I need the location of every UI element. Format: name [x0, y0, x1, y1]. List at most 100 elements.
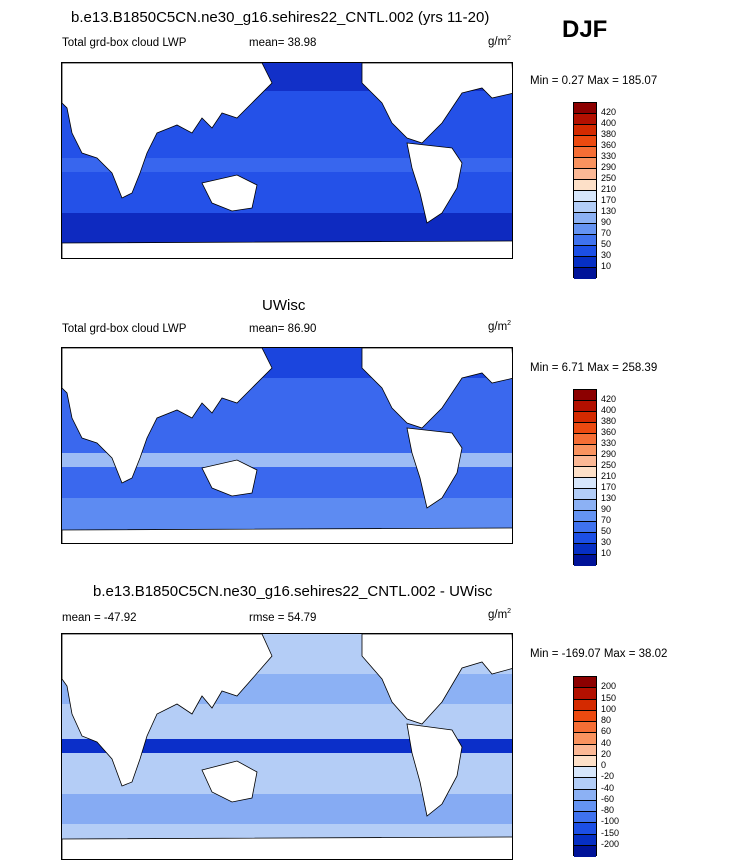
- panel1-unit-label: g/m2: [488, 35, 512, 48]
- colorbar-tick-label: 150: [601, 692, 617, 703]
- colorbar-tick-label: 70: [601, 228, 612, 238]
- colorbar-swatch: [574, 500, 596, 511]
- colorbar-tick-label: 0: [601, 760, 607, 770]
- colorbar-tick-label: 10: [601, 548, 612, 558]
- colorbar-swatch: [574, 169, 596, 180]
- colorbar-tick-label: 50: [601, 526, 612, 536]
- colorbar-swatch: [574, 544, 596, 555]
- panel1-title: b.e13.B1850C5CN.ne30_g16.sehires22_CNTL.…: [71, 9, 490, 26]
- colorbar-tick-label: 60: [601, 726, 612, 737]
- panel3-minmax: Min = -169.07 Max = 38.02: [530, 648, 668, 660]
- colorbar-swatch: [574, 677, 596, 689]
- colorbar-swatch: [574, 213, 596, 224]
- colorbar-swatch: [574, 710, 596, 722]
- colorbar-tick-label: 330: [601, 438, 617, 448]
- colorbar-tick-label: 80: [601, 715, 612, 725]
- panel2-map: [61, 347, 513, 544]
- colorbar-tick-label: 170: [601, 195, 617, 205]
- panel2-minmax: Min = 6.71 Max = 258.39: [530, 362, 658, 374]
- colorbar-swatch: [574, 114, 596, 125]
- colorbar-swatch: [574, 401, 596, 412]
- colorbar-swatch: [574, 533, 596, 544]
- colorbar-tick-label: -40: [601, 782, 615, 793]
- colorbar-tick-label: 170: [601, 482, 617, 492]
- season-label: DJF: [562, 16, 608, 43]
- colorbar-tick-label: 70: [601, 515, 612, 525]
- colorbar-swatch: [574, 511, 596, 522]
- colorbar-tick-label: 290: [601, 449, 617, 459]
- colorbar-tick-label: -80: [601, 805, 615, 815]
- colorbar-swatch: [574, 136, 596, 147]
- colorbar-tick-label: 420: [601, 107, 617, 117]
- colorbar-tick-label: 200: [601, 681, 617, 692]
- colorbar-tick-label: -200: [601, 838, 620, 849]
- panel2-map-svg: [62, 348, 512, 543]
- colorbar-swatch: [574, 845, 596, 857]
- panel1-map: [61, 62, 513, 259]
- colorbar-tick-label: 210: [601, 184, 617, 194]
- panel2-title: UWisc: [262, 297, 306, 314]
- colorbar-tick-label: 50: [601, 239, 612, 249]
- colorbar-tick-label: 400: [601, 118, 617, 128]
- colorbar-tick-label: 210: [601, 471, 617, 481]
- colorbar-tick-label: 20: [601, 748, 612, 759]
- colorbar-tick-label: 130: [601, 493, 617, 503]
- panel3-title: b.e13.B1850C5CN.ne30_g16.sehires22_CNTL.…: [93, 583, 493, 600]
- colorbar-swatch: [574, 235, 596, 246]
- colorbar-swatch: [574, 478, 596, 489]
- colorbar-swatch: [574, 202, 596, 213]
- colorbar-swatch: [574, 699, 596, 711]
- colorbar-tick-label: -60: [601, 793, 615, 804]
- colorbar-tick-label: 380: [601, 129, 617, 139]
- colorbar-swatch: [574, 434, 596, 445]
- panel1-map-svg: [62, 63, 512, 258]
- panel3-map: [61, 633, 513, 860]
- colorbar-tick-label: 330: [601, 151, 617, 161]
- colorbar-tick-label: 250: [601, 173, 617, 183]
- colorbar-tick-label: 100: [601, 703, 617, 714]
- colorbar-tick-label: 40: [601, 737, 612, 748]
- colorbar-tick-label: 90: [601, 504, 612, 514]
- colorbar-swatch: [574, 744, 596, 756]
- colorbar-tick-label: 250: [601, 460, 617, 470]
- colorbar-tick-label: 30: [601, 537, 612, 547]
- colorbar-tick-label: -20: [601, 771, 615, 782]
- panel1-mean-label: mean= 38.98: [249, 37, 317, 49]
- colorbar-swatch: [574, 191, 596, 202]
- panel1-left-label: Total grd-box cloud LWP: [62, 37, 187, 49]
- colorbar-swatch: [574, 390, 596, 401]
- panel2-left-label: Total grd-box cloud LWP: [62, 323, 187, 335]
- panel3-colorbar: [573, 676, 597, 857]
- colorbar-swatch: [574, 423, 596, 434]
- colorbar-swatch: [574, 800, 596, 812]
- colorbar-swatch: [574, 224, 596, 235]
- colorbar-swatch: [574, 812, 596, 824]
- colorbar-swatch: [574, 555, 596, 566]
- panel1-colorbar: [573, 102, 597, 279]
- colorbar-tick-label: -100: [601, 816, 620, 827]
- colorbar-swatch: [574, 103, 596, 114]
- colorbar-tick-label: 90: [601, 217, 612, 227]
- colorbar-tick-label: 360: [601, 427, 617, 437]
- colorbar-swatch: [574, 755, 596, 767]
- colorbar-swatch: [574, 834, 596, 846]
- colorbar-swatch: [574, 733, 596, 745]
- panel2-colorbar: [573, 389, 597, 566]
- colorbar-swatch: [574, 456, 596, 467]
- colorbar-swatch: [574, 125, 596, 136]
- panel2-mean-label: mean= 86.90: [249, 323, 317, 335]
- colorbar-swatch: [574, 158, 596, 169]
- colorbar-swatch: [574, 823, 596, 835]
- colorbar-swatch: [574, 467, 596, 478]
- colorbar-swatch: [574, 257, 596, 268]
- panel3-map-svg: [62, 634, 512, 859]
- colorbar-swatch: [574, 246, 596, 257]
- colorbar-tick-label: 420: [601, 394, 617, 404]
- colorbar-swatch: [574, 722, 596, 734]
- panel3-unit-label: g/m2: [488, 608, 512, 621]
- colorbar-swatch: [574, 180, 596, 191]
- colorbar-swatch: [574, 147, 596, 158]
- colorbar-swatch: [574, 778, 596, 790]
- colorbar-tick-label: 360: [601, 140, 617, 150]
- colorbar-swatch: [574, 767, 596, 779]
